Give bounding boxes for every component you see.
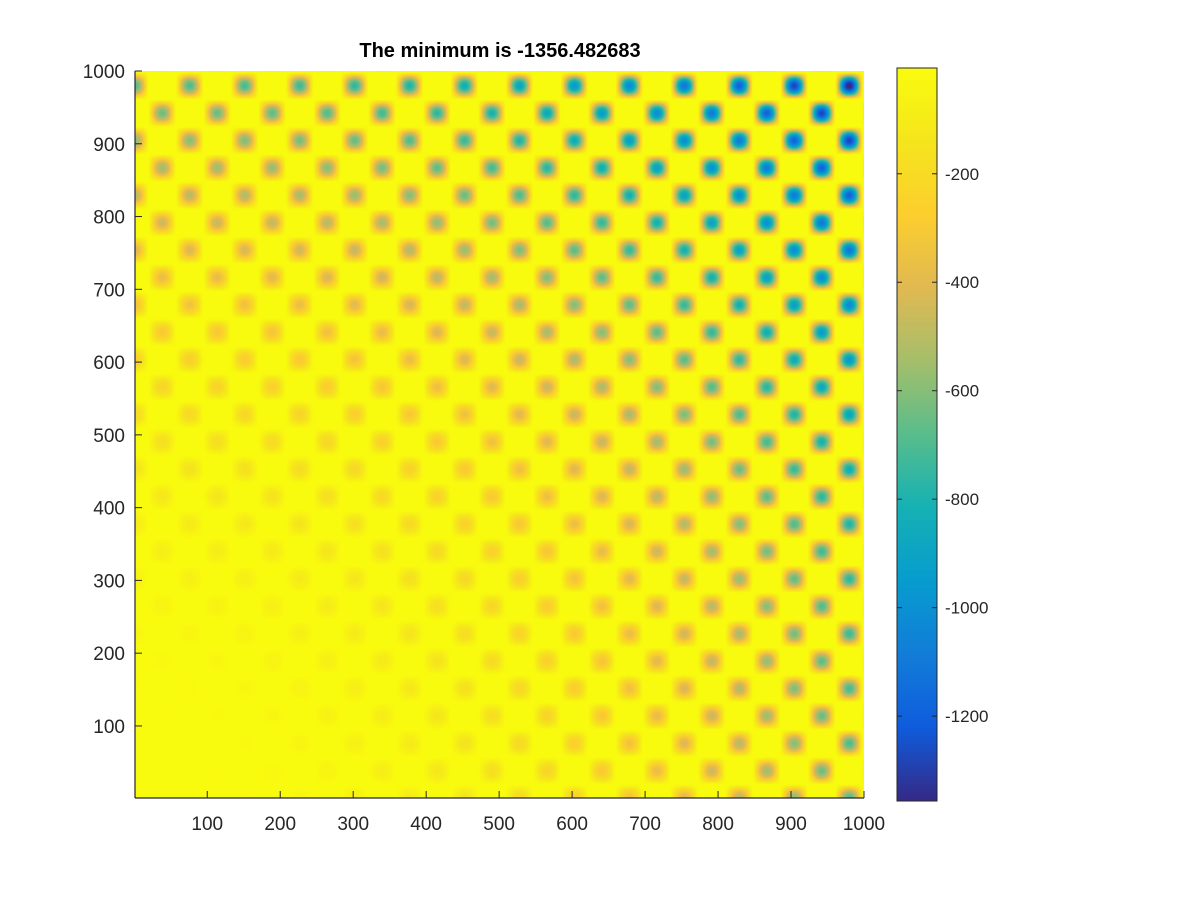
y-tick-label: 500 — [93, 426, 125, 447]
y-tick-label: 100 — [93, 717, 125, 738]
x-axis: 100 200 300 400 500 600 700 800 900 1000 — [191, 791, 885, 835]
colorbar-gradient — [897, 68, 937, 801]
colorbar-frame — [896, 67, 938, 802]
colorbar-axis: -200 -400 -600 -800 -1000 -1200 — [897, 165, 988, 726]
x-tick-label: 300 — [337, 814, 369, 835]
x-tick-label: 200 — [264, 814, 296, 835]
colorbar-tick-label: -600 — [945, 382, 979, 401]
y-tick-label: 400 — [93, 499, 125, 520]
colorbar-tick-label: -800 — [945, 490, 979, 509]
y-tick-label: 200 — [93, 644, 125, 665]
x-tick-label: 100 — [191, 814, 223, 835]
colorbar-tick-label: -1200 — [945, 707, 988, 726]
chart-title: The minimum is -1356.482683 — [359, 40, 640, 62]
x-tick-label: 600 — [556, 814, 588, 835]
y-tick-label: 900 — [93, 135, 125, 156]
y-axis: 100 200 300 400 500 600 700 800 900 1000 — [83, 62, 142, 738]
x-tick-label: 1000 — [843, 814, 885, 835]
x-tick-label: 400 — [410, 814, 442, 835]
y-tick-label: 800 — [93, 208, 125, 229]
x-tick-label: 700 — [629, 814, 661, 835]
y-tick-label: 300 — [93, 571, 125, 592]
x-tick-label: 800 — [702, 814, 734, 835]
axes-frame — [134, 71, 864, 799]
y-tick-label: 600 — [93, 353, 125, 374]
y-tick-label: 1000 — [83, 62, 125, 83]
colorbar-border — [896, 67, 938, 802]
x-tick-label: 900 — [775, 814, 807, 835]
colorbar-tick-label: -400 — [945, 273, 979, 292]
colorbar-tick-label: -1000 — [945, 599, 988, 618]
colorbar-tick-label: -200 — [945, 165, 979, 184]
heatmap-image — [135, 71, 864, 798]
y-tick-label: 700 — [93, 280, 125, 301]
x-tick-label: 500 — [483, 814, 515, 835]
